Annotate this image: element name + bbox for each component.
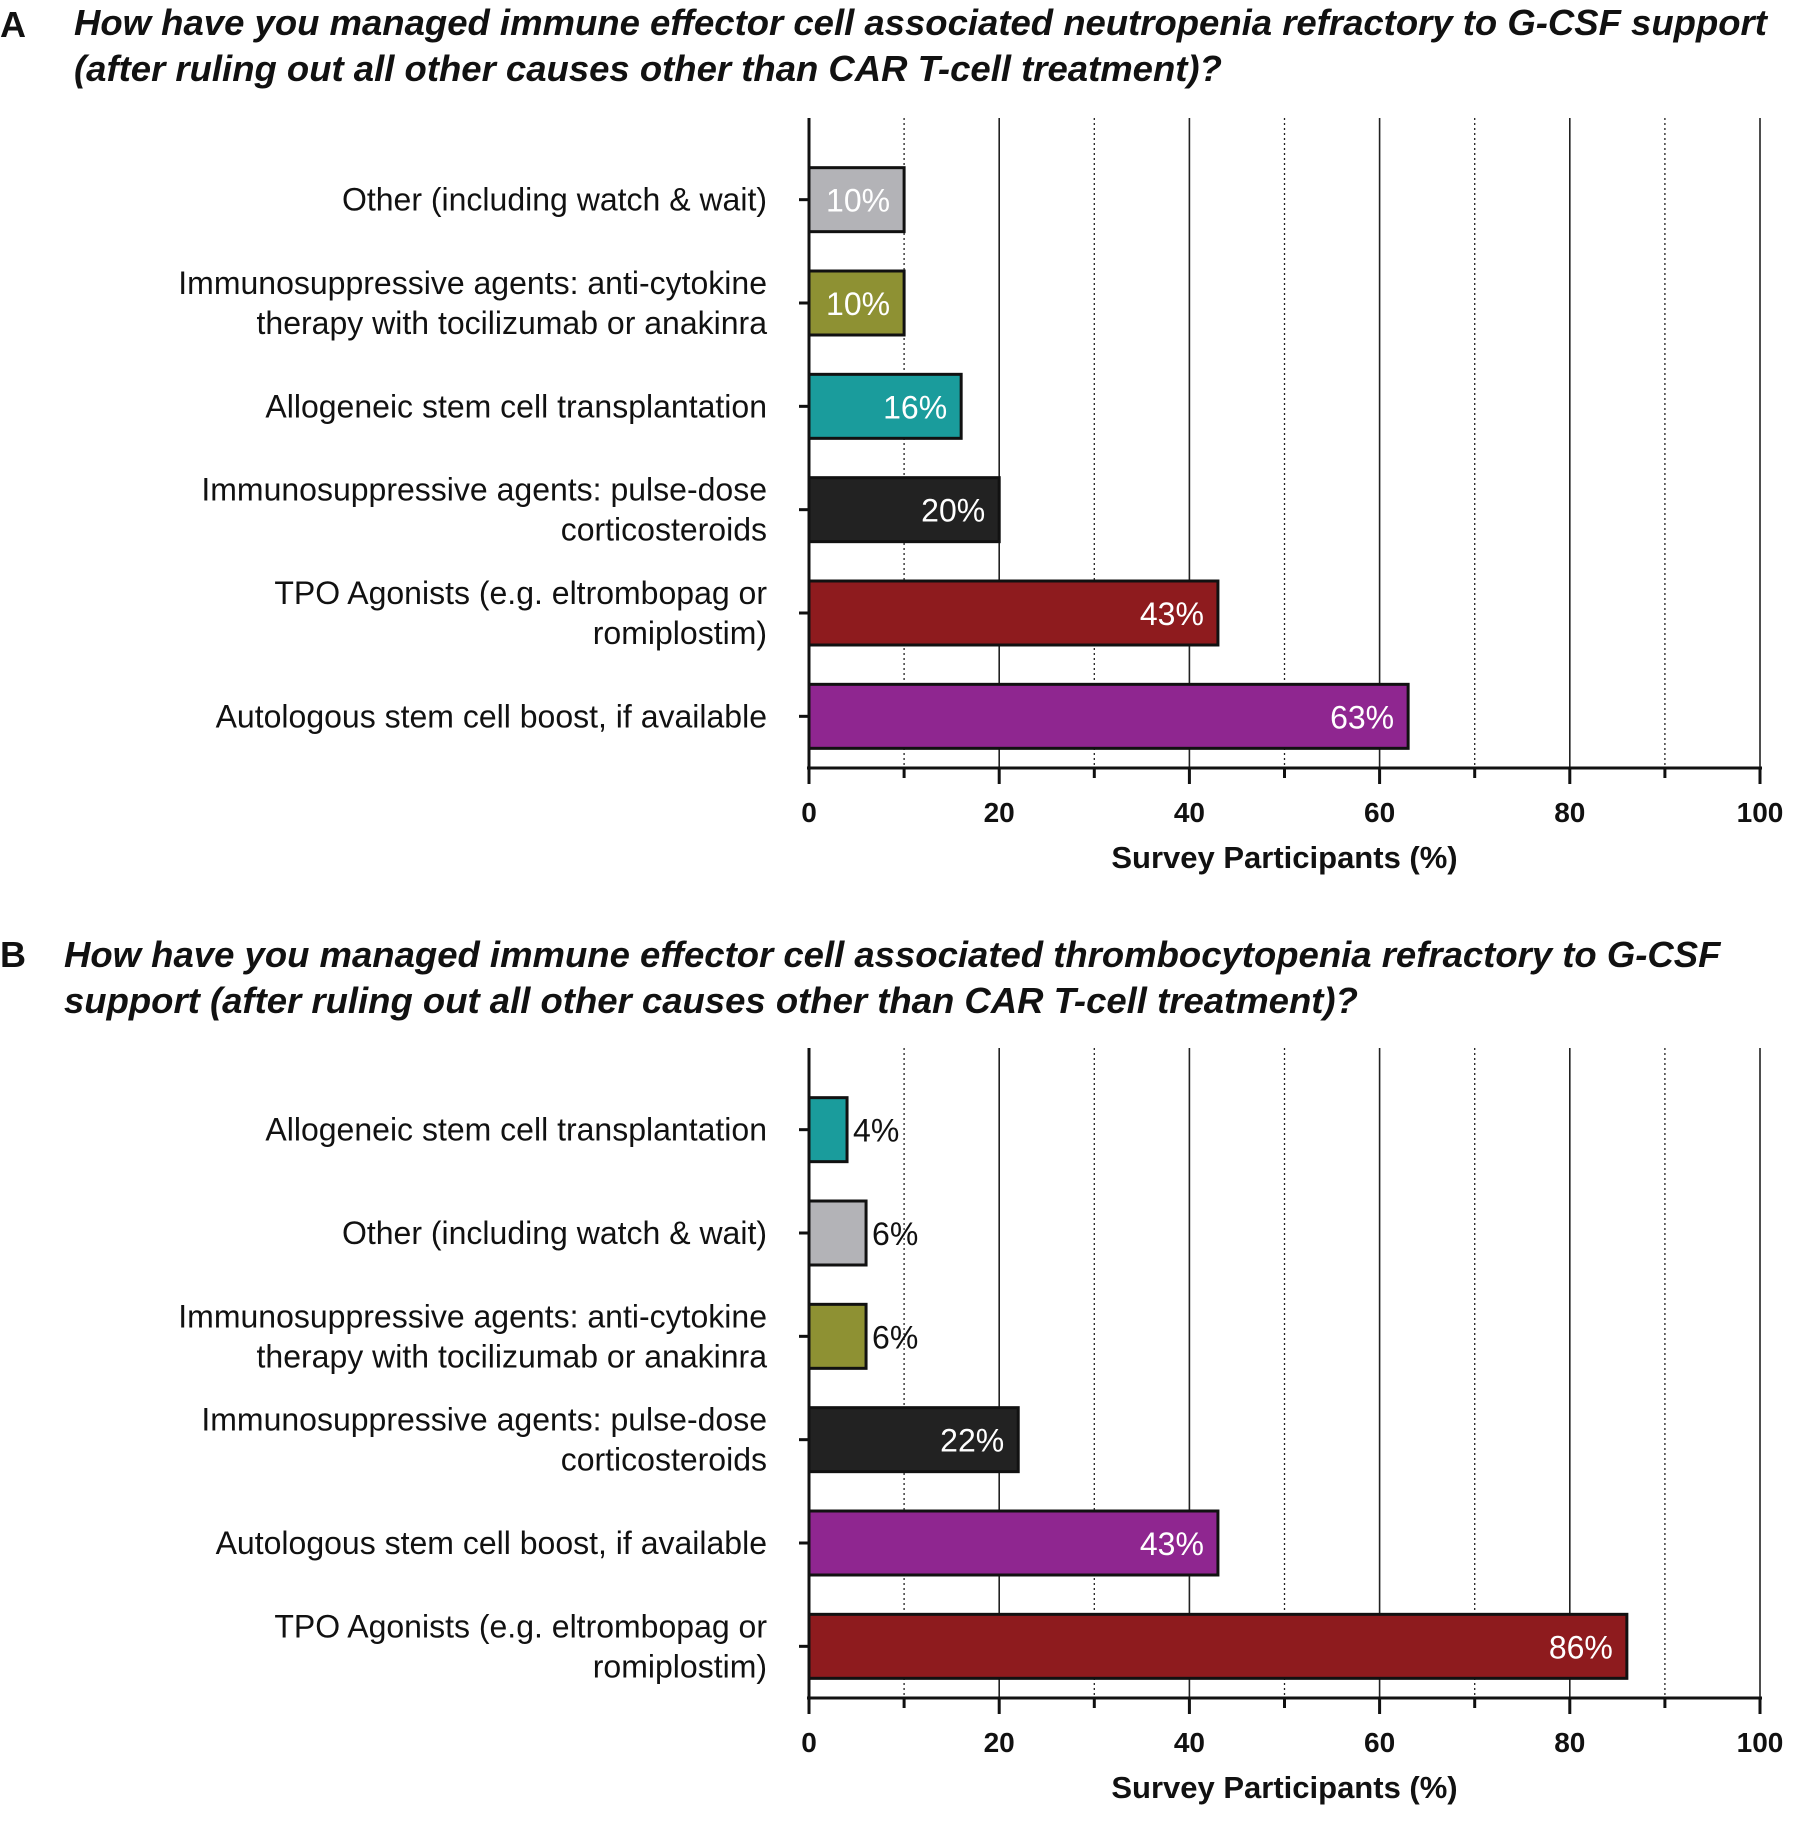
x-tick-label: 20 xyxy=(984,1727,1015,1758)
category-label: Immunosuppressive agents: anti-cytokine xyxy=(178,265,767,301)
x-axis-title: Survey Participants (%) xyxy=(1111,840,1457,875)
data-label: 22% xyxy=(940,1423,1004,1459)
bar xyxy=(807,1406,1020,1474)
category-label: Allogeneic stem cell transplantation xyxy=(265,1112,767,1148)
x-axis-title: Survey Participants (%) xyxy=(1111,1770,1457,1805)
category-label: therapy with tocilizumab or anakinra xyxy=(257,1338,768,1374)
data-label: 10% xyxy=(826,183,890,219)
category-label: therapy with tocilizumab or anakinra xyxy=(257,305,768,341)
category-label: Other (including watch & wait) xyxy=(342,1215,767,1251)
category-label: Immunosuppressive agents: anti-cytokine xyxy=(178,1298,767,1334)
category-label: romiplostim) xyxy=(593,1648,767,1684)
x-tick-label: 60 xyxy=(1364,1727,1395,1758)
x-tick-label: 0 xyxy=(801,797,817,828)
bar xyxy=(807,1509,1220,1577)
category-label: Autologous stem cell boost, if available xyxy=(216,698,767,734)
x-tick-label: 80 xyxy=(1554,797,1585,828)
x-tick-label: 60 xyxy=(1364,797,1395,828)
bar xyxy=(807,579,1220,647)
x-tick-label: 20 xyxy=(984,797,1015,828)
panel-a-title: How have you managed immune effector cel… xyxy=(74,2,1767,89)
bar xyxy=(807,682,1410,750)
data-label: 86% xyxy=(1549,1629,1613,1665)
data-label: 16% xyxy=(883,389,947,425)
category-label: TPO Agonists (e.g. eltrombopag or xyxy=(274,575,767,611)
category-label: Immunosuppressive agents: pulse-dose xyxy=(201,472,767,508)
category-label: corticosteroids xyxy=(561,1442,767,1478)
x-tick-label: 100 xyxy=(1737,1727,1784,1758)
bar xyxy=(807,476,1001,544)
panel-a-letter: A xyxy=(0,4,26,45)
data-label: 6% xyxy=(872,1319,918,1355)
x-tick-label: 0 xyxy=(801,1727,817,1758)
panel-b-title: How have you managed immune effector cel… xyxy=(64,934,1721,1021)
category-label: Allogeneic stem cell transplantation xyxy=(265,388,767,424)
x-tick-label: 40 xyxy=(1174,1727,1205,1758)
data-label: 6% xyxy=(872,1216,918,1252)
data-label: 10% xyxy=(826,286,890,322)
data-label: 63% xyxy=(1330,699,1394,735)
x-tick-label: 40 xyxy=(1174,797,1205,828)
bar xyxy=(807,1612,1629,1680)
category-label: Immunosuppressive agents: pulse-dose xyxy=(201,1402,767,1438)
bar xyxy=(807,1199,868,1267)
bar xyxy=(807,1096,849,1164)
x-tick-label: 100 xyxy=(1737,797,1784,828)
bar xyxy=(807,166,906,234)
bar xyxy=(807,269,906,337)
bar xyxy=(807,372,963,440)
data-label: 4% xyxy=(853,1113,899,1149)
category-label: Autologous stem cell boost, if available xyxy=(216,1525,767,1561)
panel-b-chart: 0 20 40 60 80 100 Survey Participants (%) Allog… xyxy=(178,1048,1784,1805)
bar xyxy=(807,1302,868,1370)
panel-a-chart: 0 20 40 60 80 100 Survey Participants (%) Other… xyxy=(178,118,1784,875)
data-label: 20% xyxy=(921,493,985,529)
x-tick-label: 80 xyxy=(1554,1727,1585,1758)
data-label: 43% xyxy=(1140,596,1204,632)
category-label: corticosteroids xyxy=(561,512,767,548)
category-label: Other (including watch & wait) xyxy=(342,182,767,218)
data-label: 43% xyxy=(1140,1526,1204,1562)
category-label: romiplostim) xyxy=(593,615,767,651)
category-label: TPO Agonists (e.g. eltrombopag or xyxy=(274,1608,767,1644)
panel-b-letter: B xyxy=(0,934,26,975)
